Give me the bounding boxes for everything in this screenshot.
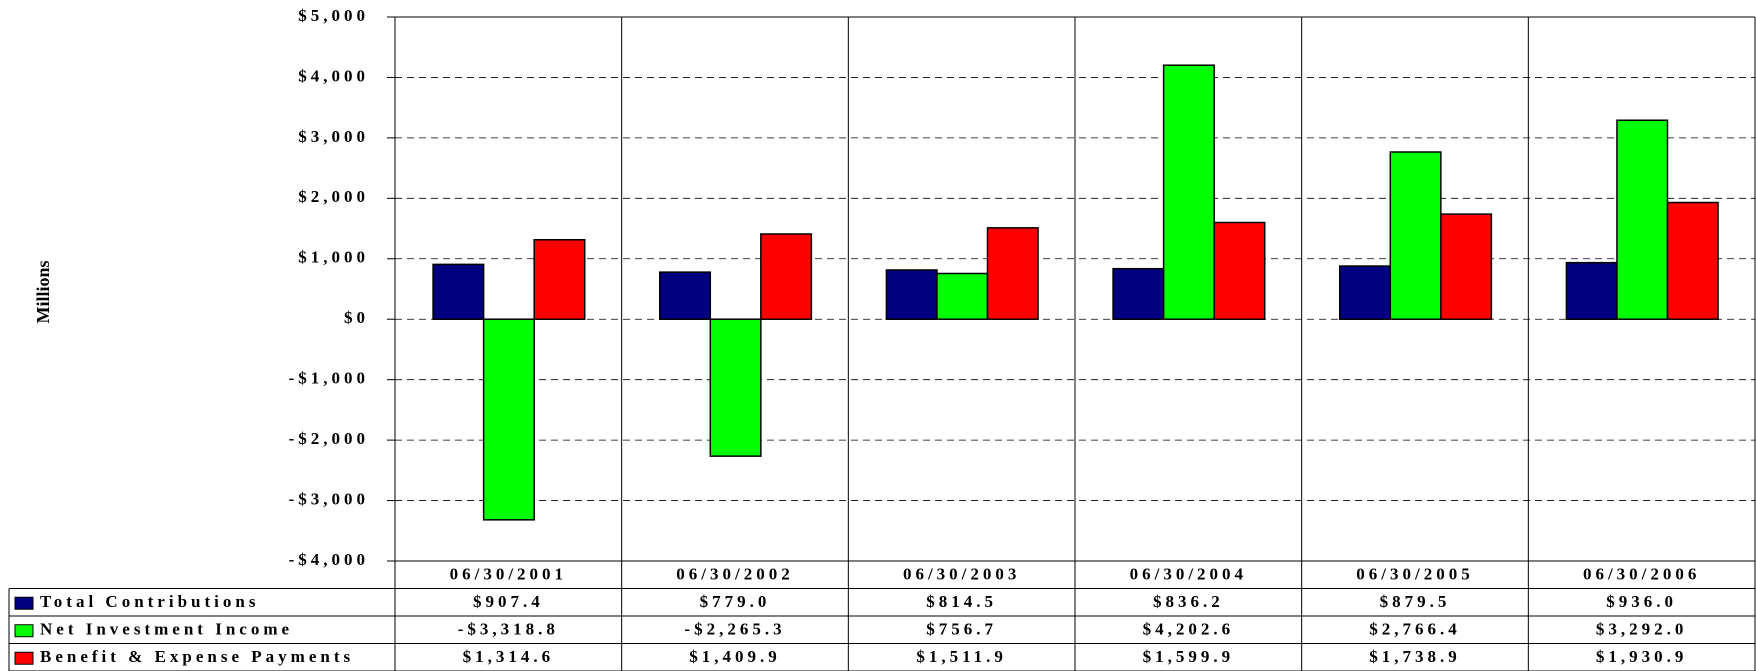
y-tick-label: -$3,000: [289, 489, 369, 508]
bar: [1389, 151, 1442, 320]
x-tick-label: 06/30/2002: [676, 565, 793, 584]
legend-label: Net Investment Income: [40, 620, 293, 639]
x-tick-label: 06/30/2001: [450, 565, 567, 584]
table-value: -$3,318.8: [458, 620, 559, 639]
legend-label: Benefit & Expense Payments: [40, 647, 354, 666]
table-value: -$2,265.3: [684, 620, 785, 639]
table-value: $814.5: [926, 592, 997, 611]
table-value: $1,511.9: [916, 647, 1007, 666]
x-tick-label: 06/30/2003: [903, 565, 1020, 584]
bar: [885, 269, 938, 320]
table-value: $1,738.9: [1369, 647, 1461, 666]
table-value: $1,409.9: [689, 647, 781, 666]
x-tick-label: 06/30/2005: [1356, 565, 1473, 584]
table-value: $1,930.9: [1596, 647, 1688, 666]
table-value: $3,292.0: [1596, 620, 1688, 639]
table-value: $756.7: [926, 620, 997, 639]
bar: [986, 227, 1039, 320]
y-tick-label: -$2,000: [289, 429, 369, 448]
table-value: $879.5: [1380, 592, 1451, 611]
bar: [760, 233, 813, 320]
legend-swatch: [14, 651, 34, 665]
y-tick-label: $2,000: [298, 187, 369, 206]
legend-label: Total Contributions: [40, 592, 259, 611]
legend-swatch: [14, 596, 34, 610]
bar: [533, 239, 586, 320]
y-tick-label: $4,000: [298, 66, 369, 85]
bar: [1213, 221, 1266, 320]
legend-swatch: [14, 624, 34, 638]
table-value: $907.4: [473, 592, 544, 611]
y-tick-label: $3,000: [298, 127, 369, 146]
y-tick-label: $5,000: [298, 6, 369, 25]
bar: [658, 271, 712, 320]
bar: [1616, 119, 1669, 320]
table-value: $1,599.9: [1143, 647, 1235, 666]
y-tick-label: -$1,000: [289, 369, 369, 388]
bar: [1162, 64, 1215, 320]
bar: [432, 263, 485, 320]
y-tick-label: $0: [344, 308, 369, 327]
bar: [1565, 261, 1618, 320]
bar: [482, 318, 535, 521]
table-value: $936.0: [1606, 592, 1677, 611]
x-tick-label: 06/30/2006: [1583, 565, 1700, 584]
table-value: $836.2: [1153, 592, 1224, 611]
bar: [936, 272, 989, 320]
table-value: $4,202.6: [1143, 620, 1235, 639]
bar: [1440, 213, 1493, 320]
bar: [1112, 267, 1165, 320]
table-value: $1,314.6: [463, 647, 555, 666]
bar: [1338, 265, 1392, 320]
table-value: $2,766.4: [1369, 620, 1461, 639]
x-tick-label: 06/30/2004: [1130, 565, 1247, 584]
bar: [1666, 201, 1719, 320]
table-value: $779.0: [700, 592, 771, 611]
y-tick-label: $1,000: [298, 248, 369, 267]
bar: [709, 318, 762, 457]
y-tick-label: -$4,000: [289, 550, 369, 569]
y-axis-title: Millions: [33, 260, 53, 323]
